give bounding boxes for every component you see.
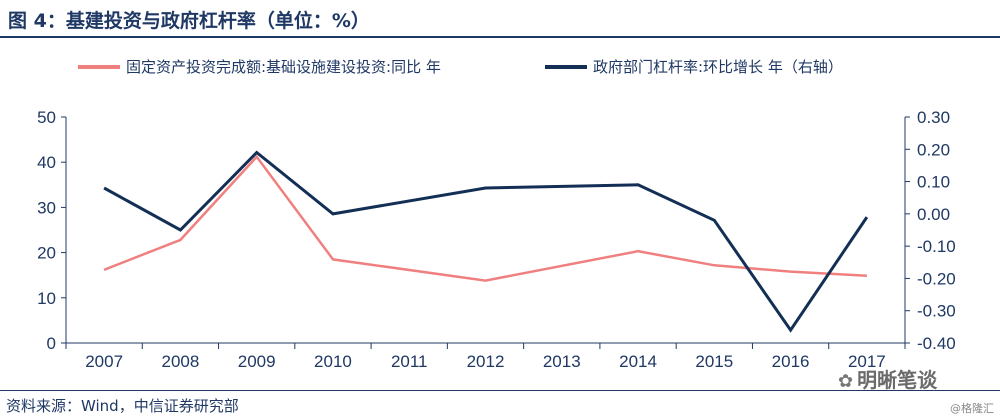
- credit-text: @格隆汇: [950, 402, 994, 415]
- left-axis-tick-label: 40: [37, 153, 56, 172]
- x-axis-tick-label: 2008: [161, 352, 199, 371]
- right-axis-tick-label: 0.00: [917, 205, 950, 224]
- chart-title: 图 4：基建投资与政府杠杆率（单位：%）: [8, 10, 370, 32]
- right-axis-tick-label: 0.10: [917, 173, 950, 192]
- x-axis-tick-label: 2014: [619, 352, 657, 371]
- left-axis-tick-label: 30: [37, 198, 56, 217]
- right-axis-tick-label: 0.30: [917, 108, 950, 127]
- legend-label-1: 固定资产投资完成额:基础设施建设投资:同比 年: [126, 58, 441, 76]
- left-axis-tick-label: 0: [47, 334, 56, 353]
- x-axis-tick-label: 2009: [238, 352, 276, 371]
- wechat-icon: ✿: [838, 371, 854, 392]
- x-axis-tick-label: 2011: [391, 352, 428, 371]
- x-axis-tick-label: 2016: [772, 352, 810, 371]
- left-axis-tick-label: 50: [37, 108, 56, 127]
- x-axis-tick-label: 2012: [467, 352, 505, 371]
- chart-area: 0 10 20 30 40 50 -0.40 -0.30 -0.20 -0.10 0.00 0.10 0…: [37, 58, 956, 371]
- x-axis-tick-label: 2017: [848, 352, 886, 371]
- x-axis-tick-label: 2007: [85, 352, 123, 371]
- watermark: ✿ 明晰笔谈: [838, 364, 937, 393]
- left-axis-tick-label: 20: [37, 244, 56, 263]
- footer-divider: [0, 390, 1000, 391]
- right-axis-tick-label: 0.20: [917, 140, 950, 159]
- right-axis-tick-label: -0.10: [917, 237, 956, 256]
- x-axis-tick-label: 2013: [543, 352, 581, 371]
- series-line-2: [103, 150, 869, 333]
- x-axis-tick-label: 2015: [695, 352, 733, 371]
- watermark-text: 明晰笔谈: [857, 368, 938, 392]
- series-line-1: [103, 154, 867, 282]
- left-axis-tick-label: 10: [37, 289, 56, 308]
- right-axis-tick-label: -0.40: [917, 334, 956, 353]
- x-axis-tick-label: 2010: [314, 352, 352, 371]
- right-axis-tick-label: -0.30: [917, 302, 956, 321]
- title-divider: [0, 36, 1000, 38]
- legend-label-2: 政府部门杠杆率:环比增长 年（右轴）: [593, 58, 843, 76]
- right-axis-tick-label: -0.20: [917, 269, 956, 288]
- source-note: 资料来源：Wind，中信证券研究部: [6, 397, 239, 415]
